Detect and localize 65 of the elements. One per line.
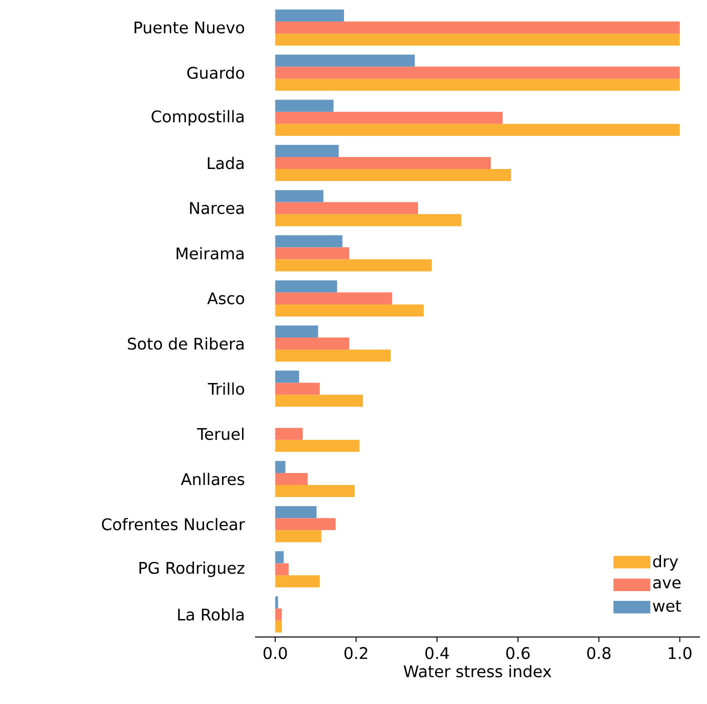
bar — [275, 247, 350, 260]
bar — [275, 596, 278, 608]
bar — [275, 66, 680, 79]
bar — [275, 292, 392, 304]
bar — [275, 608, 282, 620]
bar — [275, 485, 355, 498]
bar — [275, 304, 424, 316]
bar — [275, 530, 322, 542]
bar — [275, 518, 336, 530]
x-tick-label: 0.8 — [587, 647, 611, 660]
y-tick-label: Anllares — [180, 472, 244, 486]
y-tick-label: Soto de Ribera — [128, 337, 244, 350]
bar — [275, 235, 342, 248]
bar — [275, 10, 344, 22]
legend-label: dry — [653, 555, 678, 570]
x-tick-label: 0.6 — [506, 647, 530, 660]
x-tick-label: 0.2 — [344, 647, 368, 660]
y-tick-label: Compostilla — [152, 110, 244, 126]
bar — [275, 472, 308, 486]
x-tick-label: 1.0 — [668, 647, 692, 660]
bar — [275, 440, 360, 452]
bar — [275, 551, 284, 564]
bar — [275, 394, 364, 407]
x-tick-label: 0.4 — [425, 647, 449, 660]
bar — [275, 112, 503, 124]
bar — [275, 370, 300, 383]
bar — [275, 338, 350, 350]
y-tick-label: Trillo — [208, 382, 244, 395]
bar — [275, 575, 320, 588]
x-tick-label: 0.0 — [264, 647, 287, 660]
bar — [275, 506, 316, 518]
bar — [275, 326, 318, 338]
bar — [275, 22, 680, 34]
bar — [275, 563, 289, 576]
legend-label: wet — [652, 600, 682, 612]
y-tick-label: Asco — [207, 292, 244, 304]
legend-label: ave — [653, 579, 681, 589]
x-axis-title: Water stress index — [404, 664, 552, 678]
y-tick-label: Teruel — [197, 428, 244, 440]
y-tick-label: Narcea — [190, 202, 244, 214]
bar — [275, 169, 512, 182]
bar — [275, 190, 324, 202]
bar — [275, 156, 491, 170]
bar — [275, 34, 680, 46]
y-tick-label: Meirama — [176, 247, 244, 260]
bar — [275, 54, 415, 67]
y-tick-label: Cofrentes Nuclear — [102, 518, 245, 530]
y-tick-label: PG Rodriguez — [140, 562, 244, 578]
bar — [275, 78, 680, 91]
bar — [275, 124, 680, 136]
y-tick-label: La Robla — [178, 608, 244, 621]
bar — [275, 382, 320, 395]
bar — [275, 280, 338, 292]
bar — [275, 620, 282, 632]
bar — [275, 460, 286, 473]
bar — [275, 428, 303, 440]
bar — [275, 144, 339, 157]
y-tick-label: Guardo — [187, 66, 244, 79]
y-tick-label: Puente Nuevo — [134, 22, 244, 34]
bar — [275, 259, 432, 272]
bar — [275, 214, 462, 226]
bar — [275, 350, 391, 362]
bar — [275, 100, 334, 112]
y-tick-label: Lada — [208, 156, 244, 170]
bar — [275, 202, 418, 214]
